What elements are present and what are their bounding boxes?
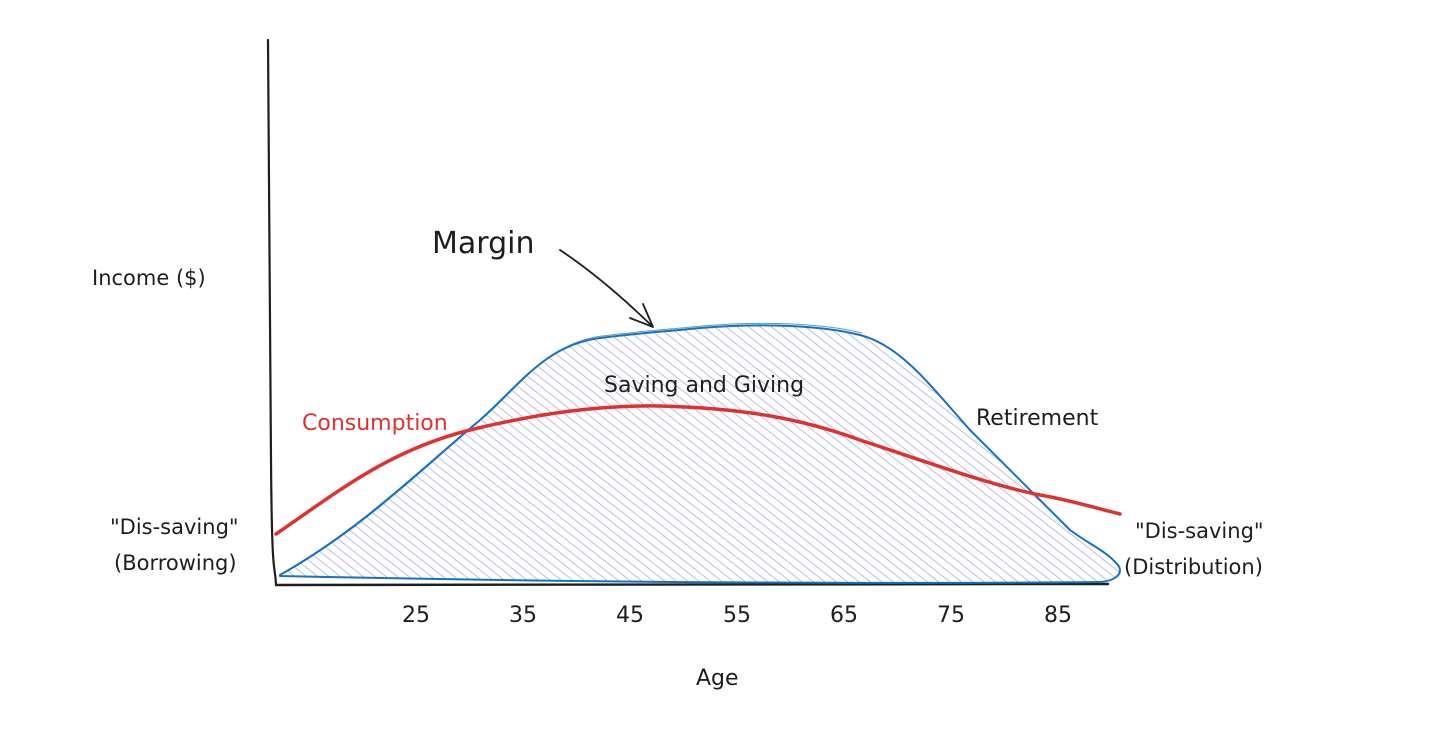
right-dis-saving-label: "Dis-saving" <box>1135 519 1264 543</box>
income-curve-sketch-line <box>285 322 863 573</box>
y-axis-line <box>266 38 278 587</box>
margin-label: Margin <box>432 226 534 261</box>
retirement-label: Retirement <box>976 406 1099 431</box>
x-axis-label: Age <box>696 666 739 691</box>
x-tick-label: 35 <box>509 603 537 628</box>
margin-arrow <box>559 249 654 328</box>
income-curve-area <box>279 324 1121 584</box>
borrowing-label: (Borrowing) <box>114 551 237 575</box>
left-dis-saving-label: "Dis-saving" <box>110 515 239 539</box>
y-axis-label: Income ($) <box>92 266 206 290</box>
x-axis-ticks: 25 35 45 55 65 75 85 <box>402 603 1072 628</box>
saving-and-giving-label: Saving and Giving <box>604 373 804 398</box>
x-tick-label: 25 <box>402 603 430 628</box>
x-tick-label: 75 <box>937 603 965 628</box>
x-tick-label: 65 <box>830 603 858 628</box>
x-tick-label: 85 <box>1044 603 1072 628</box>
x-axis-line <box>274 582 1110 587</box>
consumption-label: Consumption <box>302 411 448 436</box>
x-tick-label: 55 <box>723 603 751 628</box>
consumption-curve <box>274 404 1122 536</box>
distribution-label: (Distribution) <box>1124 555 1263 579</box>
x-tick-label: 45 <box>616 603 644 628</box>
